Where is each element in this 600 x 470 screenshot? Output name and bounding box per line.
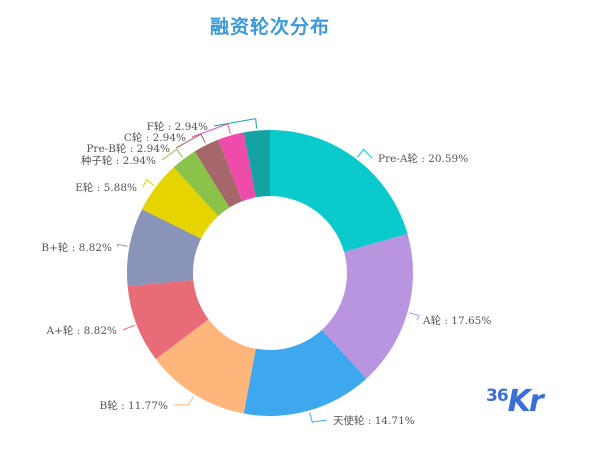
slice-6[interactable] xyxy=(142,167,219,239)
slice-label: E轮 : 5.88% xyxy=(75,181,137,194)
slice-labels: Pre-A轮 : 20.59% A轮 : 17.65% 天使轮 : 14.71% B轮… xyxy=(41,120,491,427)
slice-label: Pre-B轮 : 2.94% xyxy=(86,142,170,155)
leader-line xyxy=(173,395,195,406)
slice-9[interactable] xyxy=(218,132,256,202)
leader-line xyxy=(356,148,373,159)
slice-1[interactable] xyxy=(321,233,414,379)
slice-label: Pre-A轮 : 20.59% xyxy=(378,152,468,165)
slice-label: 种子轮 : 2.94% xyxy=(81,154,156,167)
slice-0[interactable] xyxy=(270,130,408,252)
leader-line xyxy=(161,148,184,161)
slice-8[interactable] xyxy=(194,139,243,208)
slice-label: B+轮 : 8.82% xyxy=(41,241,112,254)
donut-slices xyxy=(127,130,414,416)
slice-10[interactable] xyxy=(243,130,270,198)
slice-label: C轮 : 2.94% xyxy=(124,131,186,144)
slice-label: B轮 : 11.77% xyxy=(100,399,168,412)
leader-line xyxy=(309,412,328,423)
leader-line xyxy=(122,324,135,331)
slice-3[interactable] xyxy=(155,319,256,414)
chart-title: 融资轮次分布 xyxy=(209,16,330,38)
slice-7[interactable] xyxy=(173,151,230,217)
label-leader-lines xyxy=(117,118,420,423)
logo-number: 36 xyxy=(486,386,509,406)
leader-line xyxy=(213,118,258,129)
slice-label: F轮 : 2.94% xyxy=(147,120,208,133)
slice-5[interactable] xyxy=(127,209,202,287)
logo-text: Kr xyxy=(507,384,544,419)
slice-label: A+轮 : 8.82% xyxy=(46,324,117,337)
leader-line xyxy=(142,178,155,188)
leader-line xyxy=(117,243,128,248)
leader-line xyxy=(409,312,420,321)
slice-label: A轮 : 17.65% xyxy=(422,314,491,327)
slice-label: 天使轮 : 14.71% xyxy=(333,414,415,427)
slice-4[interactable] xyxy=(127,280,209,360)
36kr-logo: 36Kr xyxy=(486,384,544,419)
slice-2[interactable] xyxy=(243,329,367,416)
